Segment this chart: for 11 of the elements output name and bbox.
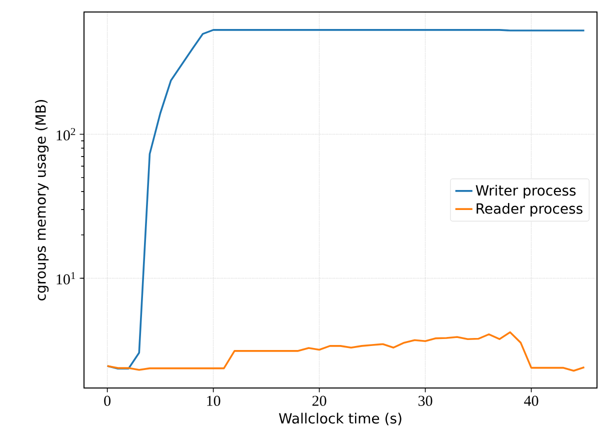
x-tick-label: 30 bbox=[418, 396, 432, 406]
legend-label: Reader process bbox=[476, 203, 582, 217]
x-tick-label: 20 bbox=[312, 396, 326, 406]
y-tick-label: 10$^{1}$ bbox=[56, 272, 76, 284]
y-tick-label: 10$^{2}$ bbox=[56, 128, 76, 140]
x-tick-label: 0 bbox=[104, 396, 110, 406]
y-axis-title: cgroups memory usage (MB) bbox=[35, 100, 49, 300]
x-tick-label: 10 bbox=[207, 396, 220, 406]
x-axis-title: Wallclock time (s) bbox=[278, 412, 402, 426]
legend-label: Writer process bbox=[476, 184, 576, 198]
x-tick-label: 40 bbox=[524, 396, 538, 406]
